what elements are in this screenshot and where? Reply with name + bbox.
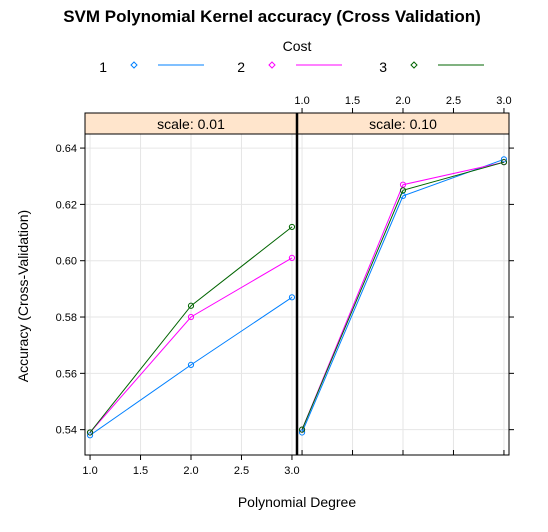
- x-tick-label: 1.0: [82, 465, 97, 477]
- data-point-cost-3: [288, 223, 296, 231]
- strip-label: scale: 0.10: [369, 116, 437, 132]
- legend-label: 2: [237, 59, 245, 75]
- y-tick-label: 0.64: [56, 143, 77, 155]
- x-tick-label: 1.0: [294, 95, 309, 107]
- panel-2: scale: 0.10 1.0 1.5 2.0 2.5 3.0: [294, 95, 514, 456]
- legend-item-cost-1: 1: [99, 59, 204, 75]
- x-tick-label: 2.0: [183, 465, 198, 477]
- data-point-cost-1: [86, 432, 94, 439]
- x-tick-label: 3.0: [284, 465, 299, 477]
- series-line-cost-1: [89, 296, 293, 436]
- x-tick-label: 2.5: [234, 465, 249, 477]
- series-line-cost-2: [89, 257, 293, 433]
- series-line-cost-3: [89, 226, 293, 433]
- legend-label: 3: [379, 59, 387, 75]
- data-point-cost-3: [399, 187, 407, 194]
- y-tick-label: 0.62: [56, 199, 77, 211]
- panel-1: scale: 0.01 1.0 1.5 2.0 2.5 3.0 0.54 0.56 0.58 0.…: [56, 112, 300, 477]
- x-tick-label: 2.0: [395, 95, 410, 107]
- strip-label: scale: 0.01: [157, 116, 225, 132]
- x-axis-label: Polynomial Degree: [238, 494, 356, 510]
- plot-area: scale: 0.01 1.0 1.5 2.0 2.5 3.0 0.54 0.56 0.58 0.…: [56, 95, 514, 477]
- legend-label: 1: [99, 59, 107, 75]
- legend-title: Cost: [283, 38, 312, 54]
- x-tick-label: 2.5: [446, 95, 461, 107]
- x-tick-label: 1.5: [133, 465, 148, 477]
- y-axis-label: Accuracy (Cross-Validation): [15, 210, 31, 382]
- legend: 1 2 3: [99, 59, 484, 75]
- legend-item-cost-2: 2: [237, 59, 342, 75]
- y-tick-label: 0.56: [56, 368, 77, 380]
- data-point-cost-1: [500, 156, 508, 163]
- data-point-cost-1: [288, 294, 296, 301]
- legend-symbol: [130, 61, 138, 69]
- data-point-cost-2: [288, 254, 296, 261]
- data-point-cost-1: [187, 361, 195, 368]
- x-tick-label: 1.5: [345, 95, 360, 107]
- data-point-cost-3: [500, 159, 508, 166]
- data-point-cost-3: [86, 429, 94, 436]
- data-point-cost-3: [187, 302, 195, 309]
- series-line-cost-2: [301, 161, 505, 430]
- legend-symbol: [268, 61, 276, 69]
- legend-item-cost-3: 3: [379, 59, 484, 75]
- series-line-cost-3: [301, 161, 505, 430]
- data-point-cost-2: [187, 313, 195, 321]
- data-point-cost-3: [298, 426, 306, 433]
- chart-title: SVM Polynomial Kernel accuracy (Cross Va…: [63, 7, 481, 26]
- data-point-cost-1: [298, 429, 306, 436]
- y-tick-label: 0.58: [56, 312, 77, 324]
- legend-symbol: [410, 61, 418, 69]
- x-tick-label: 3.0: [496, 95, 511, 107]
- y-tick-label: 0.54: [56, 425, 77, 437]
- y-tick-label: 0.60: [56, 256, 77, 268]
